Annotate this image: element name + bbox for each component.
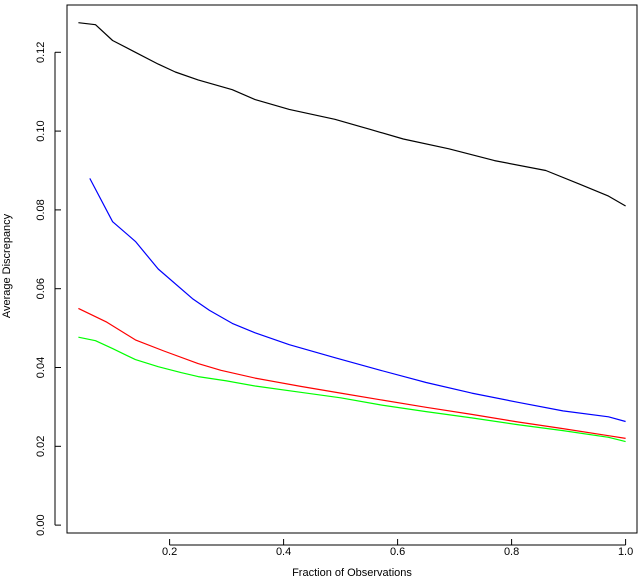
series-group xyxy=(78,22,626,443)
x-tick-label: 0.6 xyxy=(390,546,405,558)
y-tick-label: 0.06 xyxy=(35,278,47,299)
plot-frame xyxy=(66,4,638,534)
x-tick-label: 0.8 xyxy=(504,546,519,558)
y-tick-label: 0.00 xyxy=(35,514,47,535)
series-line xyxy=(78,336,626,443)
series-line xyxy=(78,307,626,439)
y-tick-label: 0.12 xyxy=(35,42,47,63)
x-tick-label: 0.4 xyxy=(276,546,291,558)
y-tick-label: 0.08 xyxy=(35,199,47,220)
y-axis: 0.00 0.02 0.04 0.06 0.08 0.10 0.12 xyxy=(35,42,61,536)
y-tick-label: 0.10 xyxy=(35,120,47,141)
series-line xyxy=(78,22,626,207)
x-tick-label: 0.2 xyxy=(162,546,177,558)
y-axis-title: Average Discrepancy xyxy=(1,213,13,318)
series-line xyxy=(89,178,626,423)
y-tick-label: 0.04 xyxy=(35,357,47,378)
x-axis-title: Fraction of Observations xyxy=(292,567,412,578)
x-axis: 0.2 0.4 0.6 0.8 1.0 xyxy=(162,539,633,558)
x-tick-label: 1.0 xyxy=(618,546,633,558)
y-tick-label: 0.02 xyxy=(35,436,47,457)
